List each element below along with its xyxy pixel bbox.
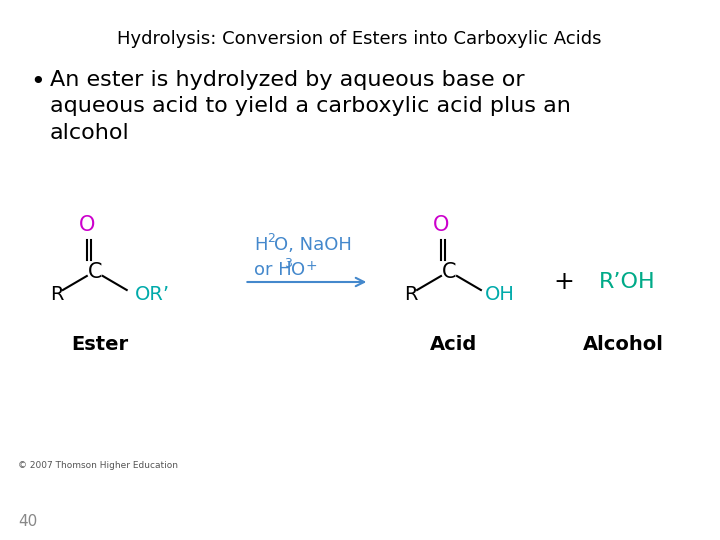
Text: O, NaOH: O, NaOH xyxy=(274,236,352,254)
Text: R: R xyxy=(405,286,418,305)
Text: 40: 40 xyxy=(18,515,37,530)
FancyArrowPatch shape xyxy=(247,278,364,286)
Text: © 2007 Thomson Higher Education: © 2007 Thomson Higher Education xyxy=(18,461,178,469)
Text: •: • xyxy=(30,70,45,94)
Text: O: O xyxy=(292,261,305,279)
Text: Alcohol: Alcohol xyxy=(583,335,664,354)
Text: OR’: OR’ xyxy=(135,286,170,305)
Text: +: + xyxy=(553,270,574,294)
Text: +: + xyxy=(305,259,317,273)
Text: Acid: Acid xyxy=(431,335,477,354)
Text: Ester: Ester xyxy=(71,335,128,354)
Text: An ester is hydrolyzed by aqueous base or
aqueous acid to yield a carboxylic aci: An ester is hydrolyzed by aqueous base o… xyxy=(50,70,571,143)
Text: 3: 3 xyxy=(284,257,292,270)
Text: C: C xyxy=(442,262,456,282)
Text: R: R xyxy=(50,286,63,305)
Text: or H: or H xyxy=(254,261,292,279)
Text: Hydrolysis: Conversion of Esters into Carboxylic Acids: Hydrolysis: Conversion of Esters into Ca… xyxy=(117,30,601,48)
Text: C: C xyxy=(88,262,102,282)
Text: O: O xyxy=(78,215,95,235)
Text: 2: 2 xyxy=(267,232,275,245)
Text: OH: OH xyxy=(485,286,515,305)
Text: H: H xyxy=(254,236,268,254)
Text: R’OH: R’OH xyxy=(598,272,655,292)
Text: O: O xyxy=(433,215,449,235)
